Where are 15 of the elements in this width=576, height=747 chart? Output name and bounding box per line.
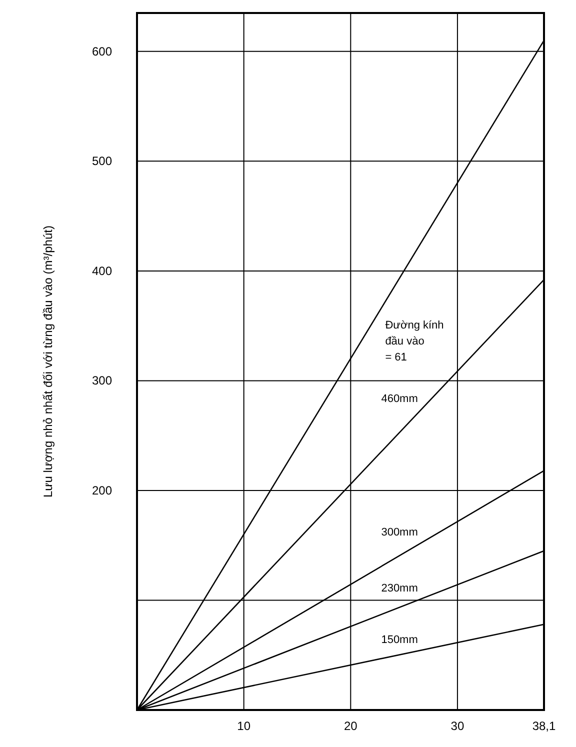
y-tick-label: 400 (92, 264, 112, 278)
y-axis-title: Lưu lượng nhỏ nhất đối với từng đầu vào (m³/phút) (41, 226, 55, 498)
series-label: Đường kính đầu vào = 61 (385, 319, 444, 364)
x-tick-label: 30 (450, 719, 464, 733)
series-label: 150mm (381, 634, 418, 646)
series-label: 460mm (381, 392, 418, 405)
y-tick-label: 200 (92, 483, 112, 498)
y-tick-label: 300 (92, 374, 112, 388)
x-tick-label: 20 (344, 719, 358, 733)
x-tick-label: 38,1 (532, 719, 556, 733)
series-label: 230mm (381, 582, 418, 595)
y-tick-label: 600 (92, 44, 112, 58)
y-tick-label: 500 (92, 154, 112, 168)
x-tick-label: 10 (237, 719, 251, 733)
series-label: 300mm (381, 526, 418, 538)
